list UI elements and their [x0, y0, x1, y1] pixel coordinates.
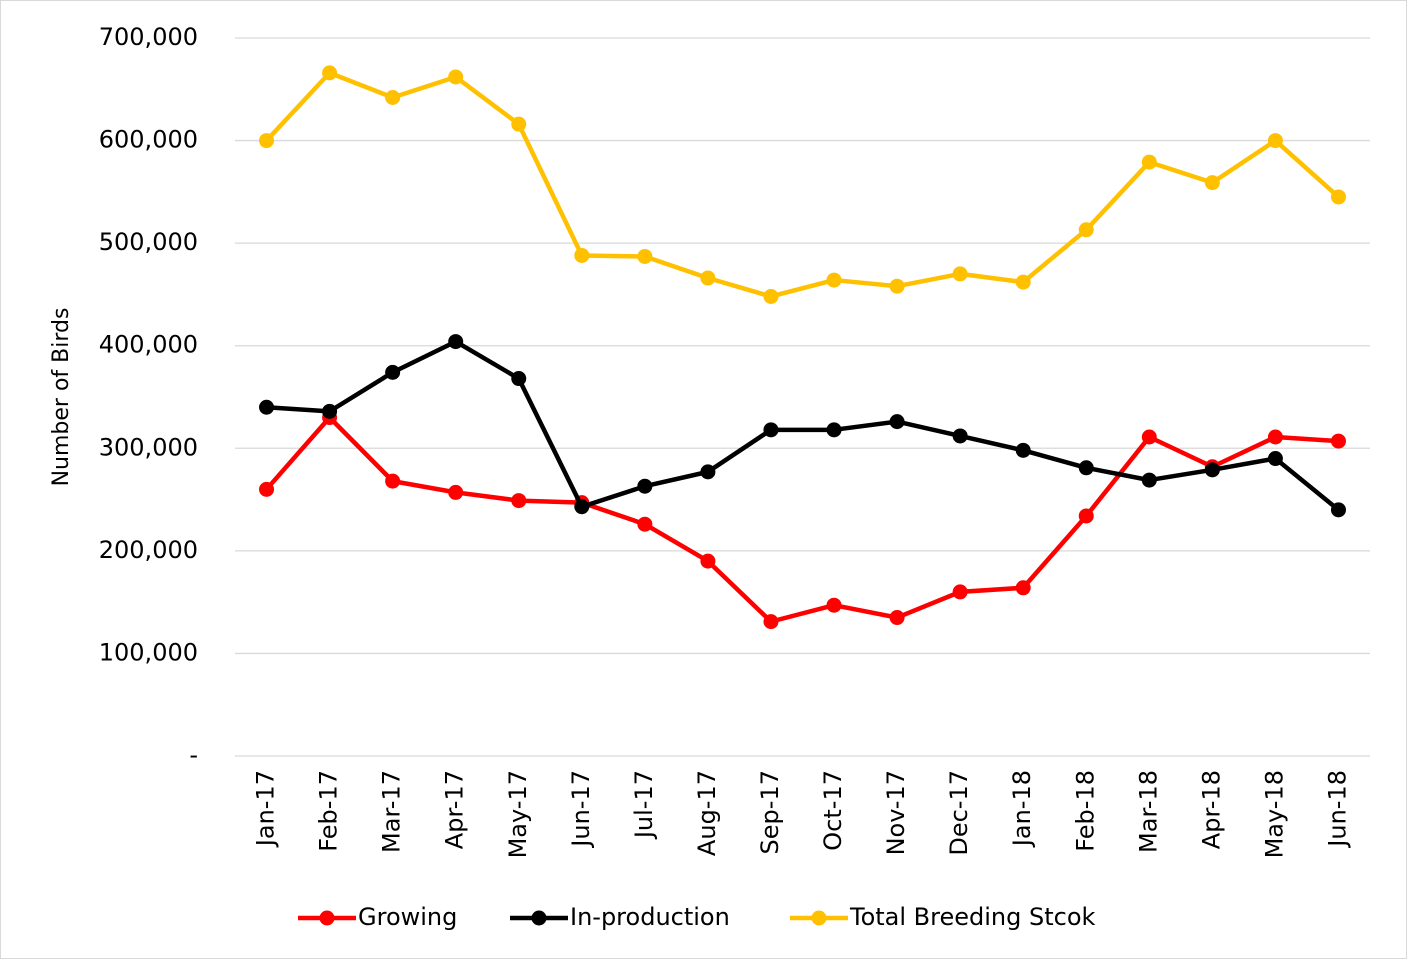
x-tick-label: Jun-17: [567, 770, 595, 849]
x-tick-label: Jul-17: [630, 770, 658, 840]
marker: [700, 270, 716, 286]
marker: [1015, 274, 1031, 290]
x-tick-label: Apr-18: [1197, 770, 1225, 849]
marker: [700, 464, 716, 480]
legend-label: Total Breeding Stcok: [849, 903, 1096, 931]
marker: [1078, 222, 1094, 238]
marker: [826, 422, 842, 438]
marker: [1267, 429, 1283, 445]
marker: [385, 364, 401, 380]
marker: [826, 597, 842, 613]
marker: [1330, 502, 1346, 518]
marker: [952, 266, 968, 282]
y-tick-label: -: [189, 741, 198, 769]
marker: [1078, 508, 1094, 524]
y-tick-label: 500,000: [99, 228, 198, 256]
x-tick-label: Jun-18: [1323, 770, 1351, 849]
legend-marker: [811, 910, 827, 926]
marker: [889, 414, 905, 430]
marker: [1015, 580, 1031, 596]
marker: [322, 65, 338, 81]
marker: [259, 399, 275, 415]
marker: [889, 278, 905, 294]
marker: [826, 272, 842, 288]
x-tick-label: Mar-17: [378, 770, 406, 853]
marker: [511, 371, 527, 387]
marker: [637, 516, 653, 532]
marker: [322, 403, 338, 419]
x-tick-label: Nov-17: [882, 770, 910, 855]
marker: [385, 89, 401, 105]
x-tick-label: Dec-17: [945, 770, 973, 856]
marker: [1330, 189, 1346, 205]
marker: [448, 334, 464, 350]
marker: [1078, 460, 1094, 476]
marker: [448, 69, 464, 85]
x-tick-label: Jan-17: [252, 770, 280, 848]
marker: [637, 248, 653, 264]
x-tick-label: Feb-17: [315, 770, 343, 852]
x-tick-label: Oct-17: [819, 770, 847, 851]
marker: [1267, 451, 1283, 467]
x-tick-label: Mar-18: [1134, 770, 1162, 853]
series-line: [266, 339, 1340, 512]
series-line: [264, 415, 1339, 624]
x-tick-label: Feb-18: [1071, 770, 1099, 852]
x-tick-label: Sep-17: [756, 770, 784, 854]
marker: [1141, 472, 1157, 488]
marker: [259, 481, 275, 497]
y-tick-label: 200,000: [99, 536, 198, 564]
y-axis-label: Number of Birds: [49, 308, 74, 487]
y-tick-label: 300,000: [99, 433, 198, 461]
marker: [574, 247, 590, 263]
marker: [952, 584, 968, 600]
marker: [700, 553, 716, 569]
marker: [259, 133, 275, 149]
marker: [1267, 133, 1283, 149]
legend-marker: [531, 910, 547, 926]
x-tick-label: Jan-18: [1008, 770, 1036, 848]
marker: [574, 499, 590, 515]
x-tick-label: May-17: [504, 770, 532, 858]
x-tick-label: Apr-17: [441, 770, 469, 849]
legend-label: In-production: [570, 903, 730, 931]
marker: [889, 610, 905, 626]
marker: [763, 614, 779, 630]
marker: [1204, 175, 1220, 191]
marker: [637, 478, 653, 494]
marker: [448, 484, 464, 500]
marker: [763, 288, 779, 304]
x-tick-label: Aug-17: [693, 770, 721, 856]
x-tick-label: May-18: [1260, 770, 1288, 858]
y-tick-label: 700,000: [99, 23, 198, 51]
marker: [1330, 433, 1346, 449]
y-tick-label: 100,000: [99, 638, 198, 666]
marker: [1204, 462, 1220, 478]
legend-marker: [319, 910, 335, 926]
y-tick-label: 600,000: [99, 126, 198, 154]
series-line: [264, 70, 1340, 299]
marker: [511, 493, 527, 509]
marker: [385, 473, 401, 489]
y-tick-label: 400,000: [99, 331, 198, 359]
marker: [952, 428, 968, 444]
marker: [763, 422, 779, 438]
marker: [1141, 154, 1157, 170]
legend-label: Growing: [358, 903, 457, 931]
marker: [511, 116, 527, 132]
marker: [1015, 442, 1031, 458]
marker: [1141, 429, 1157, 445]
